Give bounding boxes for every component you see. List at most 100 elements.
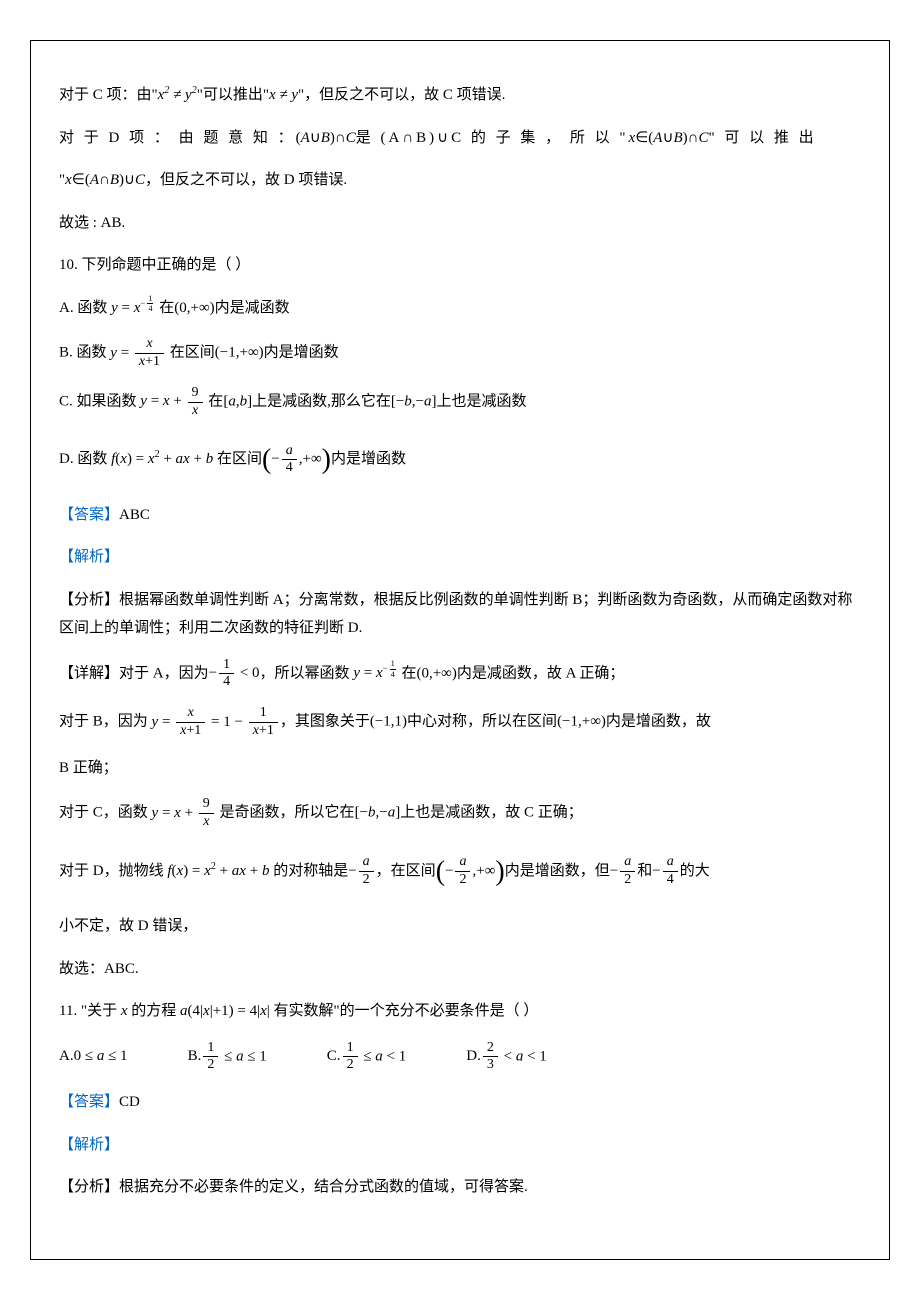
math-expr: 0 ≤ a ≤ 1 [74,1048,128,1065]
math-expr: −a2 [348,863,375,879]
label: D. [466,1048,481,1065]
math-expr: f(x) = x2 + ax + b [111,451,213,467]
detail-d-cont: 小不定，故 D 错误， [59,912,861,941]
text: 11. "关于 [59,1003,121,1019]
answer-label: 【答案】 [59,507,119,523]
text: 的大 [680,863,710,879]
math-expr: y = x−14 [353,665,397,681]
answer-label: 【答案】 [59,1094,119,1110]
option-a: A. 0 ≤ a ≤ 1 [59,1048,128,1065]
option-b: B. 12 ≤ a ≤ 1 [188,1040,267,1075]
math-expr: [a,b] [223,393,252,409]
text: ，在区间 [376,863,436,879]
text: D. 函数 [59,451,111,467]
detail-b-cont: B 正确； [59,754,861,783]
math-expr: (−a4,+∞) [262,451,331,467]
text-line: "x∈(A∩B)∪C，但反之不可以，故 D 项错误. [59,166,861,195]
math-expr: y = x + 9x [152,805,216,821]
options-row: A. 0 ≤ a ≤ 1 B. 12 ≤ a ≤ 1 C. 12 ≤ a < 1… [59,1040,861,1075]
math-expr: x ≠ y [269,87,298,103]
text: 是奇函数，所以它在 [216,805,355,821]
text: 对于 D，抛物线 [59,863,167,879]
text: 中心对称，所以在区间 [407,714,557,730]
text: 内是增函数，但 [505,863,610,879]
text: ，但反之不可以，故 D 项错误. [145,172,347,188]
answer-value: CD [119,1094,140,1110]
option-c: C. 12 ≤ a < 1 [327,1040,406,1075]
text: 对 于 D 项 ： 由 题 意 知 ： [59,130,296,146]
text: 在区间 [213,451,262,467]
analysis-10: 【分析】根据幂函数单调性判断 A；分离常数，根据反比例函数的单调性判断 B；判断… [59,586,861,643]
text: 上也是减函数，故 C 正确； [400,805,583,821]
math-expr: f(x) = x2 + ax + b [167,863,269,879]
text: 内是减函数，故 A 正确； [457,665,625,681]
label: 【解析】 [59,549,119,565]
text: 有实数解"的一个充分不必要条件是（ ） [270,1003,539,1019]
text: A. 函数 [59,300,111,316]
math-expr: (−1,+∞) [215,345,264,361]
label: 【详解】 [59,665,119,681]
text: B. 函数 [59,345,110,361]
math-expr: (−a2,+∞) [436,863,505,879]
question-11: 11. "关于 x 的方程 a(4|x|+1) = 4|x| 有实数解"的一个充… [59,997,861,1026]
text: 内是增函数 [331,451,406,467]
text: 对于 B，因为 [59,714,152,730]
conclusion: 故选：ABC. [59,955,861,984]
text: 在 [155,300,174,316]
text: 的对称轴是 [269,863,348,879]
analysis-11: 【分析】根据充分不必要条件的定义，结合分式函数的值域，可得答案. [59,1173,861,1202]
math-expr: y = xx+1 = 1 − 1x+1 [152,714,280,730]
math-expr: y = x−14 [111,300,155,316]
page-border: 对于 C 项：由"x2 ≠ y2"可以推出"x ≠ y"，但反之不可以，故 C … [30,40,890,1260]
text: 对于 C 项：由" [59,87,158,103]
answer-10: 【答案】ABC [59,501,861,530]
text-line: 对 于 D 项 ： 由 题 意 知 ：(A∪B)∩C是 (A∩B)∪C 的 子 … [59,124,861,153]
text: 对于 C，函数 [59,805,152,821]
math-expr: −a4 [652,863,679,879]
text: " 可 以 推 出 [708,130,816,146]
label: 【解析】 [59,1137,119,1153]
math-expr: a(4|x|+1) = 4|x| [180,1003,270,1019]
analysis-label-11: 【解析】 [59,1131,861,1160]
text: 内是增函数 [264,345,339,361]
text: 的方程 [128,1003,181,1019]
detail-c: 对于 C，函数 y = x + 9x 是奇函数，所以它在[−b,−a]上也是减函… [59,796,861,831]
option-d: D. 函数 f(x) = x2 + ax + b 在区间(−a4,+∞)内是增函… [59,433,861,486]
math-var: x [121,1003,128,1019]
text-line: 对于 C 项：由"x2 ≠ y2"可以推出"x ≠ y"，但反之不可以，故 C … [59,81,861,110]
math-expr: (−1,1) [370,714,407,730]
text: 对于 A，因为 [119,665,209,681]
option-d: D. 23 < a < 1 [466,1040,547,1075]
math-expr: (−1,+∞) [557,714,606,730]
label: C. [327,1048,341,1065]
math-expr: 12 ≤ a ≤ 1 [201,1040,266,1075]
text-line: 故选 : AB. [59,209,861,238]
text: 上也是减函数 [437,393,527,409]
text: 和 [637,863,652,879]
math-expr: (A∪B)∩C [296,130,356,146]
question-10: 10. 下列命题中正确的是（ ） [59,251,861,280]
math-expr: −a2 [610,863,637,879]
answer-value: ABC [119,507,150,523]
analysis-label: 【解析】 [59,543,861,572]
math-expr: y = xx+1 [110,345,166,361]
math-expr: [−b,−a] [355,805,401,821]
label: A. [59,1048,74,1065]
detail-b: 对于 B，因为 y = xx+1 = 1 − 1x+1，其图象关于(−1,1)中… [59,705,861,740]
text: 是 (A∩B)∪C 的 子 集 ， 所 以 " [356,130,629,146]
option-a: A. 函数 y = x−14 在(0,+∞)内是减函数 [59,294,861,323]
math-expr: (0,+∞) [416,665,456,681]
detail-a: 【详解】对于 A，因为−14 < 0，所以幂函数 y = x−14 在(0,+∞… [59,657,861,692]
math-expr: 12 ≤ a < 1 [341,1040,407,1075]
detail-d: 对于 D，抛物线 f(x) = x2 + ax + b 的对称轴是−a2，在区间… [59,845,861,898]
text: C. 如果函数 [59,393,140,409]
text: 内是增函数，故 [606,714,711,730]
math-expr: (0,+∞) [174,300,214,316]
math-expr: y = x + 9x [140,393,204,409]
text: 上是减函数,那么它在 [252,393,391,409]
text: 在 [398,665,417,681]
option-c: C. 如果函数 y = x + 9x 在[a,b]上是减函数,那么它在[−b,−… [59,385,861,420]
text: ，其图象关于 [280,714,370,730]
math-expr: [−b,−a] [391,393,437,409]
text: 在 [205,393,224,409]
